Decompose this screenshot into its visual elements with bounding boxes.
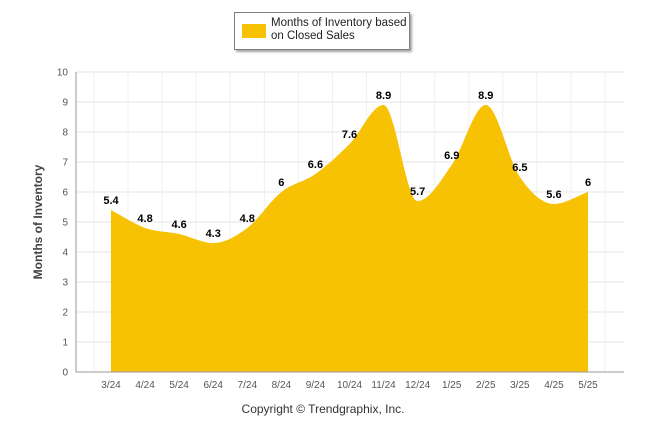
x-tick-label: 1/25 — [442, 380, 462, 391]
data-label: 4.8 — [137, 213, 152, 225]
copyright-text: Copyright © Trendgraphix, Inc. — [241, 402, 405, 416]
y-tick-label: 5 — [62, 218, 68, 229]
legend-label: Months of Inventory based on Closed Sale… — [271, 17, 407, 42]
y-tick-label: 0 — [62, 368, 68, 379]
data-label: 6.5 — [512, 162, 527, 174]
data-label: 4.6 — [171, 219, 186, 231]
y-tick-label: 6 — [62, 188, 68, 199]
x-tick-label: 7/24 — [238, 380, 258, 391]
series-area — [111, 105, 588, 372]
y-tick-label: 4 — [62, 248, 68, 259]
x-tick-label: 9/24 — [306, 380, 326, 391]
x-tick-label: 2/25 — [476, 380, 496, 391]
data-label: 6 — [278, 177, 284, 189]
y-axis-title: Months of Inventory — [31, 164, 45, 279]
data-label: 5.4 — [103, 195, 119, 207]
data-label: 6.6 — [308, 159, 323, 171]
x-tick-label: 3/25 — [510, 380, 530, 391]
x-tick-label: 11/24 — [371, 380, 396, 391]
y-tick-label: 10 — [57, 68, 69, 79]
legend-swatch — [242, 24, 266, 38]
x-tick-label: 5/24 — [169, 380, 189, 391]
x-tick-label: 6/24 — [203, 380, 223, 391]
data-label: 4.8 — [240, 213, 255, 225]
data-label: 7.6 — [342, 129, 357, 141]
data-label: 4.3 — [206, 228, 221, 240]
data-label: 8.9 — [478, 90, 493, 102]
x-tick-label: 8/24 — [272, 380, 292, 391]
y-tick-label: 9 — [62, 98, 68, 109]
y-tick-label: 3 — [62, 278, 68, 289]
y-tick-label: 7 — [62, 158, 68, 169]
y-tick-label: 1 — [62, 338, 68, 349]
data-label: 6.9 — [444, 150, 459, 162]
x-tick-label: 4/24 — [135, 380, 155, 391]
x-tick-label: 5/25 — [578, 380, 598, 391]
legend: Months of Inventory based on Closed Sale… — [234, 12, 410, 50]
data-label: 6 — [585, 177, 591, 189]
y-tick-label: 2 — [62, 308, 68, 319]
x-tick-label: 3/24 — [101, 380, 121, 391]
x-tick-label: 12/24 — [405, 380, 430, 391]
y-tick-label: 8 — [62, 128, 68, 139]
data-label: 8.9 — [376, 90, 391, 102]
data-label: 5.7 — [410, 186, 425, 198]
x-tick-label: 10/24 — [337, 380, 362, 391]
x-tick-label: 4/25 — [544, 380, 564, 391]
data-label: 5.6 — [546, 189, 561, 201]
